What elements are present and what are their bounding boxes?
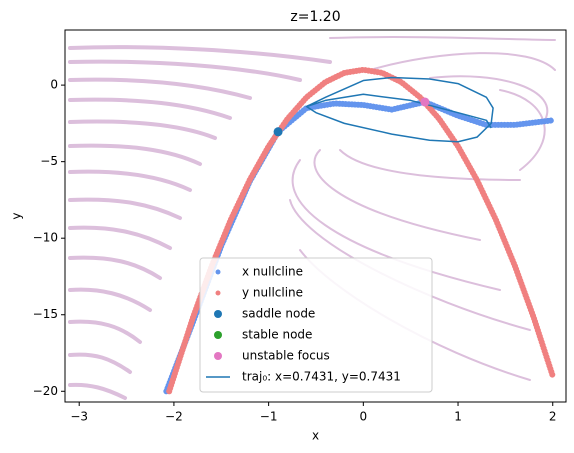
streamline (68, 59, 302, 82)
streamline (68, 287, 152, 312)
streamline (68, 45, 332, 64)
x-axis-label: x (312, 429, 319, 443)
y-tick-label: 0 (50, 78, 58, 92)
trajectory (305, 76, 494, 143)
y-tick-label: −20 (33, 384, 58, 398)
streamline (68, 119, 217, 140)
legend-marker (214, 310, 222, 318)
x-tick-label: −1 (260, 410, 278, 424)
streamline (68, 197, 182, 220)
x-tick-label: 0 (360, 410, 368, 424)
x-tick-label: 1 (454, 410, 462, 424)
legend-box (199, 257, 433, 393)
legend-label: saddle node (242, 307, 315, 321)
streamline (339, 149, 521, 181)
y-tick-label: −15 (33, 307, 58, 321)
legend-label: traj₀: x=0.7431, y=0.7431 (242, 370, 401, 384)
streamline (68, 382, 127, 400)
streamline (68, 143, 202, 166)
legend-label: y nullcline (242, 286, 303, 300)
streamline (68, 319, 142, 344)
y-tick-label: −10 (33, 231, 58, 245)
streamline (68, 255, 162, 280)
legend-marker (214, 331, 222, 339)
streamline (329, 36, 556, 41)
legend-label: x nullcline (242, 265, 303, 279)
nullcline-core (167, 67, 555, 392)
legend-marker (215, 269, 221, 275)
streamline (429, 75, 549, 121)
y-tick-label: −5 (40, 154, 58, 168)
legend-label: stable node (242, 328, 312, 342)
streamline (499, 89, 546, 171)
streamline (291, 159, 501, 291)
streamline (313, 149, 481, 241)
x-tick-label: 2 (549, 410, 557, 424)
streamline (68, 352, 132, 374)
legend-marker (214, 352, 222, 360)
streamline (369, 52, 556, 71)
x-tick-label: −2 (165, 410, 183, 424)
plot-area (163, 66, 556, 395)
fixed-point (273, 127, 283, 137)
chart-title: z=1.20 (290, 9, 340, 25)
streamline (68, 77, 252, 100)
legend: x nullcline y nullcline saddle node stable … (199, 257, 433, 393)
legend-marker (215, 290, 221, 296)
y-axis-label: y (10, 212, 24, 219)
x-tick-label: −3 (70, 410, 88, 424)
streamline (68, 97, 232, 120)
legend-label: unstable focus (242, 349, 330, 363)
fixed-point (420, 97, 430, 107)
axes-frame (64, 29, 567, 403)
streamline (68, 225, 172, 250)
streamline (68, 169, 192, 192)
